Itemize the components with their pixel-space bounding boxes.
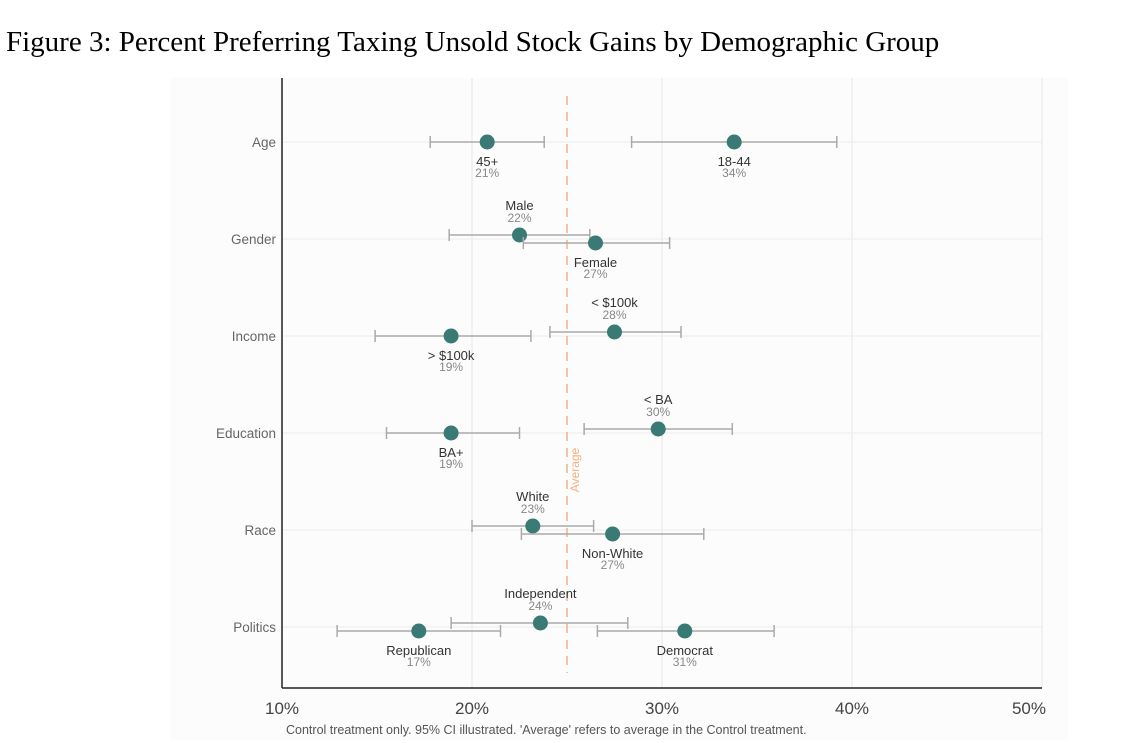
category-label-politics: Politics — [233, 620, 276, 635]
point-ba — [650, 421, 666, 437]
chart-caption: Control treatment only. 95% CI illustrat… — [286, 723, 807, 737]
point-value-100k: 19% — [439, 360, 463, 374]
point-value-45: 21% — [475, 166, 499, 180]
average-label: Average — [568, 447, 582, 492]
category-label-gender: Gender — [231, 232, 277, 247]
category-labels: Age Gender Income Education Race Politics — [216, 135, 277, 635]
gridlines — [282, 78, 1043, 688]
x-tick-30: 30% — [645, 699, 679, 718]
point-value-ba: 19% — [439, 457, 463, 471]
point-name-non-white: Non-White — [582, 546, 643, 561]
point-value-independent: 24% — [528, 599, 552, 613]
point-45 — [479, 134, 495, 150]
point-18-44 — [726, 134, 742, 150]
category-label-income: Income — [232, 329, 276, 344]
point-independent — [532, 615, 548, 631]
category-label-race: Race — [244, 523, 276, 538]
category-label-age: Age — [252, 135, 276, 150]
average-marker: Average — [566, 96, 582, 673]
category-label-education: Education — [216, 426, 276, 441]
point-name-republican: Republican — [386, 643, 451, 658]
point-ba — [443, 425, 459, 441]
point-value-democrat: 31% — [673, 655, 697, 669]
point-name-100k: < $100k — [591, 295, 638, 310]
point-name-male: Male — [505, 198, 533, 213]
point-female — [588, 235, 603, 251]
point-100k — [607, 324, 622, 340]
point-name-democrat: Democrat — [657, 643, 714, 658]
point-value-republican: 17% — [407, 655, 431, 669]
dot-plot-chart: Average 45+21%18-4434%Male22%Female27%< … — [216, 78, 1046, 737]
point-name-independent: Independent — [504, 586, 577, 601]
point-democrat — [677, 623, 693, 639]
point-100k — [443, 328, 459, 344]
x-tick-20: 20% — [455, 699, 489, 718]
point-value-white: 23% — [521, 502, 545, 516]
point-value-18-44: 34% — [722, 166, 746, 180]
point-name-18-44: 18-44 — [718, 154, 751, 169]
point-value-male: 22% — [507, 211, 531, 225]
point-name-45: 45+ — [476, 154, 498, 169]
x-tick-50: 50% — [1012, 699, 1046, 718]
point-value-ba: 30% — [646, 405, 670, 419]
point-value-100k: 28% — [602, 308, 626, 322]
point-name-white: White — [516, 489, 549, 504]
point-male — [512, 227, 527, 243]
point-republican — [411, 623, 427, 639]
point-name-ba: BA+ — [439, 445, 464, 460]
x-tick-10: 10% — [265, 699, 299, 718]
point-name-100k: > $100k — [428, 348, 475, 363]
point-name-female: Female — [574, 255, 617, 270]
point-value-female: 27% — [583, 267, 607, 281]
point-name-ba: < BA — [644, 392, 673, 407]
figure-title: Figure 3: Percent Preferring Taxing Unso… — [6, 26, 940, 58]
x-tick-40: 40% — [835, 699, 869, 718]
point-white — [525, 518, 541, 534]
chart-panel: Average 45+ 21% 18-44 34% Male 22% Female 27% < … — [170, 78, 1068, 740]
point-non-white — [605, 526, 621, 542]
x-tick-labels: 10% 20% 30% 40% 50% — [265, 699, 1046, 718]
point-value-non-white: 27% — [601, 558, 625, 572]
